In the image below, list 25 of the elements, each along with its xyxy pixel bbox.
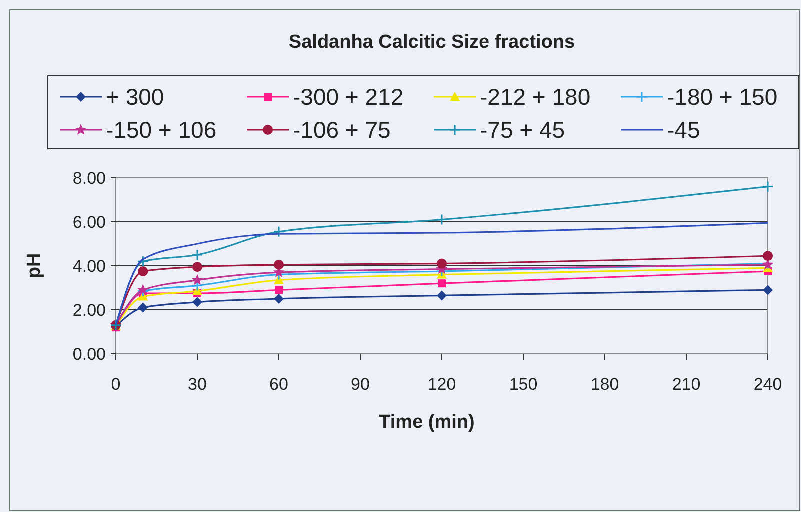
- legend-label: -180 + 150: [667, 84, 778, 110]
- legend-label: -106 + 75: [293, 117, 391, 143]
- x-tick-label: 150: [509, 375, 538, 394]
- x-tick-label: 240: [754, 375, 782, 394]
- y-tick-label: 6.00: [72, 213, 106, 232]
- legend-label: -45: [667, 117, 700, 143]
- x-tick-label: 90: [351, 375, 370, 394]
- x-axis-title: Time (min): [379, 412, 475, 433]
- legend-label: -150 + 106: [106, 117, 217, 143]
- y-tick-label: 8.00: [72, 169, 106, 188]
- chart-title: Saldanha Calcitic Size fractions: [288, 32, 576, 53]
- x-tick-label: 60: [270, 375, 288, 394]
- x-tick-label: 0: [111, 375, 121, 394]
- legend-label: -212 + 180: [480, 84, 591, 110]
- legend-label: -300 + 212: [293, 84, 404, 110]
- legend-label: -75 + 45: [480, 117, 566, 143]
- y-tick-label: 2.00: [72, 301, 106, 320]
- y-tick-label: 0.00: [72, 345, 106, 364]
- y-axis-title: pH: [24, 253, 45, 279]
- x-tick-label: 120: [428, 375, 456, 394]
- x-tick-label: 210: [672, 375, 701, 394]
- legend-label: + 300: [106, 84, 164, 110]
- y-tick-label: 4.00: [72, 257, 106, 276]
- x-tick-label: 30: [188, 375, 207, 394]
- x-tick-label: 180: [590, 375, 620, 394]
